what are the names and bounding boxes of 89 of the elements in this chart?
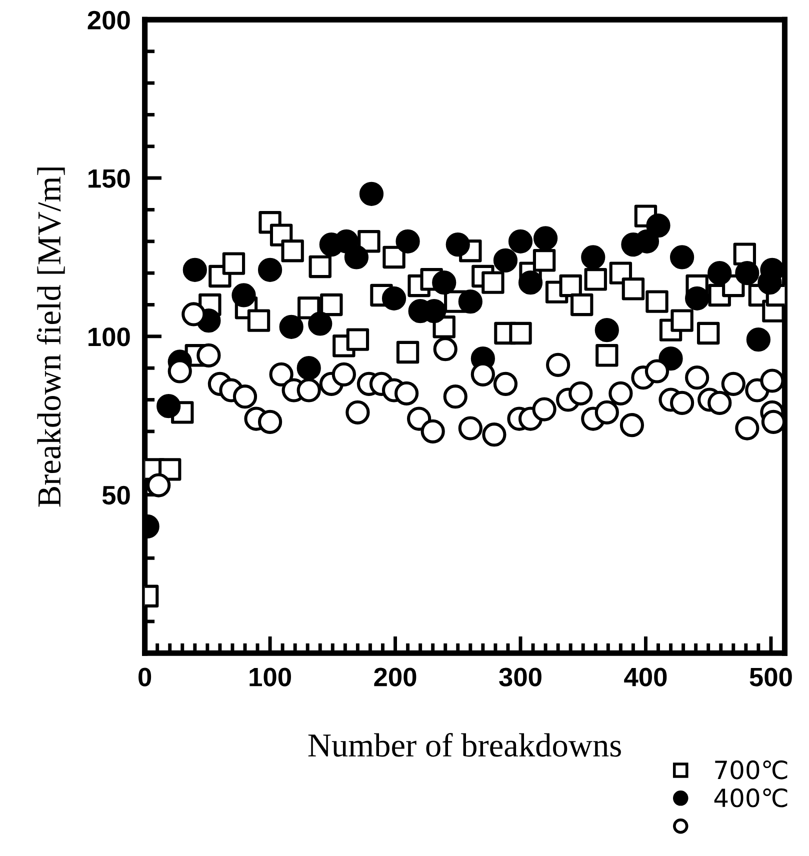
point [646, 213, 670, 238]
point [279, 314, 304, 339]
point [482, 271, 504, 294]
point [546, 352, 570, 377]
point [735, 416, 760, 440]
point [458, 416, 482, 440]
point [182, 258, 207, 282]
point [222, 252, 246, 275]
point [581, 245, 606, 270]
x-tick-label: 200 [374, 668, 416, 686]
point [396, 340, 420, 364]
legend-label: 400℃ [714, 788, 788, 808]
point [258, 410, 282, 434]
point [608, 381, 633, 406]
x-tick-label: 0 [138, 668, 152, 686]
point [358, 230, 380, 253]
point [733, 242, 756, 266]
y-axis-title: Breakdown field [MV/m] [36, 168, 65, 507]
point [346, 328, 370, 351]
x-axis-title: Number of breakdowns [308, 732, 621, 757]
point [568, 381, 593, 406]
point [332, 362, 356, 386]
point [482, 422, 506, 447]
point [296, 356, 321, 380]
x-tick-label: 500 [750, 668, 792, 686]
point [509, 322, 532, 345]
x-tick-label: 100 [250, 668, 291, 686]
point [394, 381, 419, 406]
point [646, 290, 668, 313]
point [670, 245, 694, 270]
point [708, 261, 732, 286]
legend-label: 700℃ [715, 760, 788, 780]
point [584, 268, 607, 291]
point [493, 248, 518, 272]
point [458, 290, 482, 314]
point [320, 293, 343, 316]
point [308, 312, 332, 336]
point [518, 270, 543, 295]
point [446, 232, 470, 257]
point [670, 390, 694, 415]
x-tick-label: 300 [499, 668, 542, 686]
point [508, 229, 533, 254]
point [594, 400, 619, 424]
point [644, 359, 670, 384]
point [156, 394, 181, 418]
point [396, 229, 420, 254]
point [622, 278, 645, 300]
point [670, 309, 694, 332]
point [570, 293, 594, 316]
point [708, 390, 732, 415]
y-tick-label: 50 [102, 486, 130, 505]
point [432, 270, 456, 295]
point [182, 302, 206, 326]
y-tick-label: 100 [88, 328, 130, 346]
point [620, 413, 644, 438]
point [382, 286, 406, 310]
y-tick-label: 150 [88, 169, 130, 188]
point [196, 343, 221, 368]
point [232, 384, 258, 409]
point [296, 378, 321, 402]
point [344, 245, 369, 270]
point [258, 258, 282, 282]
point [721, 372, 746, 396]
point [281, 240, 304, 262]
point [746, 328, 770, 352]
point [443, 384, 468, 409]
point [532, 249, 556, 272]
point [346, 400, 370, 424]
point [532, 397, 556, 422]
point [533, 226, 558, 250]
point [685, 286, 710, 310]
x-tick-label: 400 [624, 668, 667, 686]
point [269, 362, 294, 386]
point [696, 322, 720, 345]
point [420, 419, 445, 444]
point [247, 309, 270, 332]
point [359, 182, 384, 206]
point [685, 366, 710, 390]
point [594, 318, 619, 342]
point [382, 246, 406, 269]
point [596, 344, 618, 367]
point [146, 473, 171, 498]
point [232, 283, 256, 308]
point [493, 372, 518, 396]
point [308, 255, 332, 278]
point [559, 274, 582, 298]
y-tick-label: 200 [88, 10, 130, 30]
point [433, 337, 458, 362]
point [735, 261, 760, 286]
